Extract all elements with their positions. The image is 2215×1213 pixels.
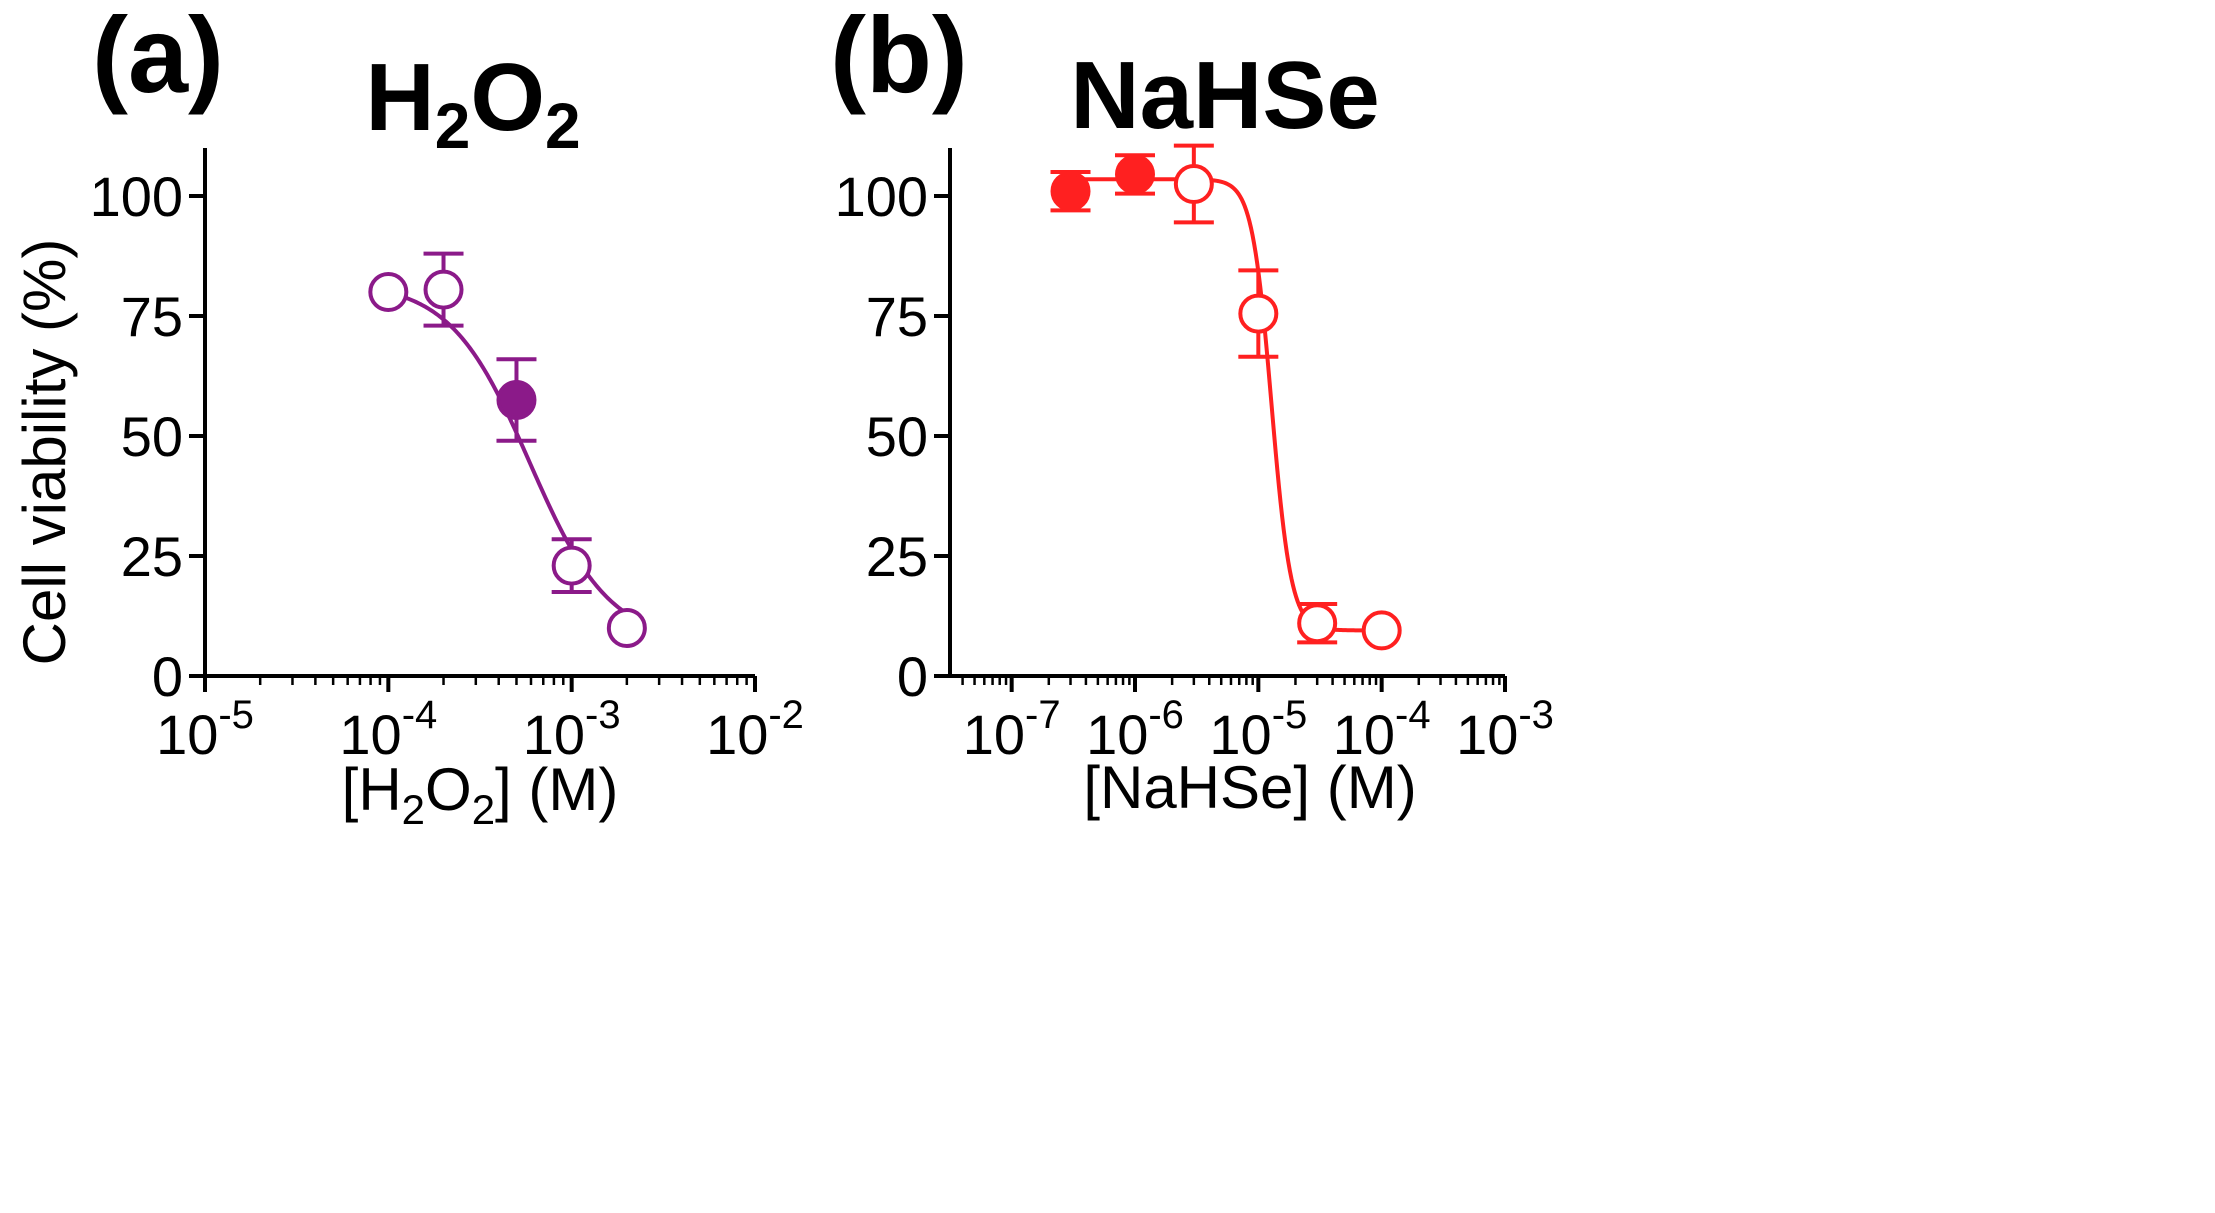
- x-axis-label: [H2O2] (M): [342, 756, 619, 833]
- x-tick-base: 10: [1209, 703, 1271, 766]
- x-label-subscript: 2: [472, 786, 495, 833]
- x-tick-exponent: -5: [1272, 693, 1308, 737]
- x-tick-label: 10-4: [339, 693, 437, 766]
- data-point-open: [1238, 293, 1279, 334]
- data-point-open: [1173, 164, 1214, 204]
- x-tick-label: 10-4: [1333, 693, 1431, 766]
- chart-title: H2O2: [365, 44, 580, 162]
- data-point-open: [606, 608, 647, 648]
- x-tick-label: 10-2: [706, 693, 804, 766]
- data-point-open: [423, 269, 464, 310]
- y-tick-label: 50: [866, 405, 928, 468]
- y-tick-label: 75: [866, 285, 928, 348]
- title-main: H: [365, 44, 434, 151]
- x-tick-base: 10: [1086, 703, 1148, 766]
- title-subscript: 2: [545, 90, 581, 162]
- x-axis-label: [NaHSe] (M): [1083, 754, 1416, 821]
- x-tick-exponent: -4: [402, 693, 438, 737]
- x-tick-exponent: -4: [1395, 693, 1431, 737]
- y-tick-label: 75: [121, 285, 183, 348]
- data-point-open: [368, 272, 409, 312]
- x-label-text: O: [425, 756, 472, 823]
- title-mid: O: [470, 44, 545, 151]
- panel-label: (b): [830, 0, 968, 115]
- x-tick-exponent: -6: [1148, 693, 1184, 737]
- x-tick-exponent: -5: [218, 693, 254, 737]
- title-subscript: 2: [435, 90, 471, 162]
- y-axis-label: Cell viability (%): [11, 239, 78, 666]
- x-tick-exponent: -3: [585, 693, 621, 737]
- fit-curve: [1070, 177, 1382, 633]
- x-tick-exponent: -3: [1518, 693, 1554, 737]
- data-point-filled: [1115, 154, 1155, 195]
- x-tick-base: 10: [523, 703, 585, 766]
- chart-title: NaHSe: [1070, 42, 1379, 149]
- data-point-open: [1297, 603, 1338, 644]
- x-tick-base: 10: [1333, 703, 1395, 766]
- y-tick-label: 100: [835, 165, 928, 228]
- data-point-open: [551, 545, 592, 586]
- x-tick-label: 10-6: [1086, 693, 1184, 766]
- y-tick-label: 0: [897, 645, 928, 708]
- x-tick-exponent: -2: [768, 693, 804, 737]
- y-tick-label: 100: [90, 165, 183, 228]
- data-point-filled: [496, 380, 537, 420]
- y-tick-label: 25: [866, 525, 928, 588]
- x-label-text: [H: [342, 756, 402, 823]
- y-tick-label: 25: [121, 525, 183, 588]
- x-tick-base: 10: [156, 703, 218, 766]
- x-tick-label: 10-3: [523, 693, 621, 766]
- y-tick-label: 50: [121, 405, 183, 468]
- x-tick-base: 10: [963, 703, 1025, 766]
- x-tick-label: 10-5: [1209, 693, 1307, 766]
- x-label-text: [NaHSe] (M): [1083, 754, 1416, 821]
- y-tick-label: 0: [152, 645, 183, 708]
- data-point-open: [1361, 610, 1402, 651]
- x-label-text: ] (M): [495, 756, 618, 823]
- x-tick-label: 10-5: [156, 693, 254, 766]
- panel-label: (a): [92, 0, 224, 115]
- x-tick-base: 10: [339, 703, 401, 766]
- x-tick-label: 10-3: [1456, 693, 1554, 766]
- x-tick-exponent: -7: [1025, 693, 1061, 737]
- x-label-subscript: 2: [402, 786, 425, 833]
- x-tick-base: 10: [706, 703, 768, 766]
- x-tick-label: 10-7: [963, 693, 1061, 766]
- title-main: NaHSe: [1070, 42, 1379, 149]
- data-point-filled: [1050, 171, 1091, 212]
- x-tick-base: 10: [1456, 703, 1518, 766]
